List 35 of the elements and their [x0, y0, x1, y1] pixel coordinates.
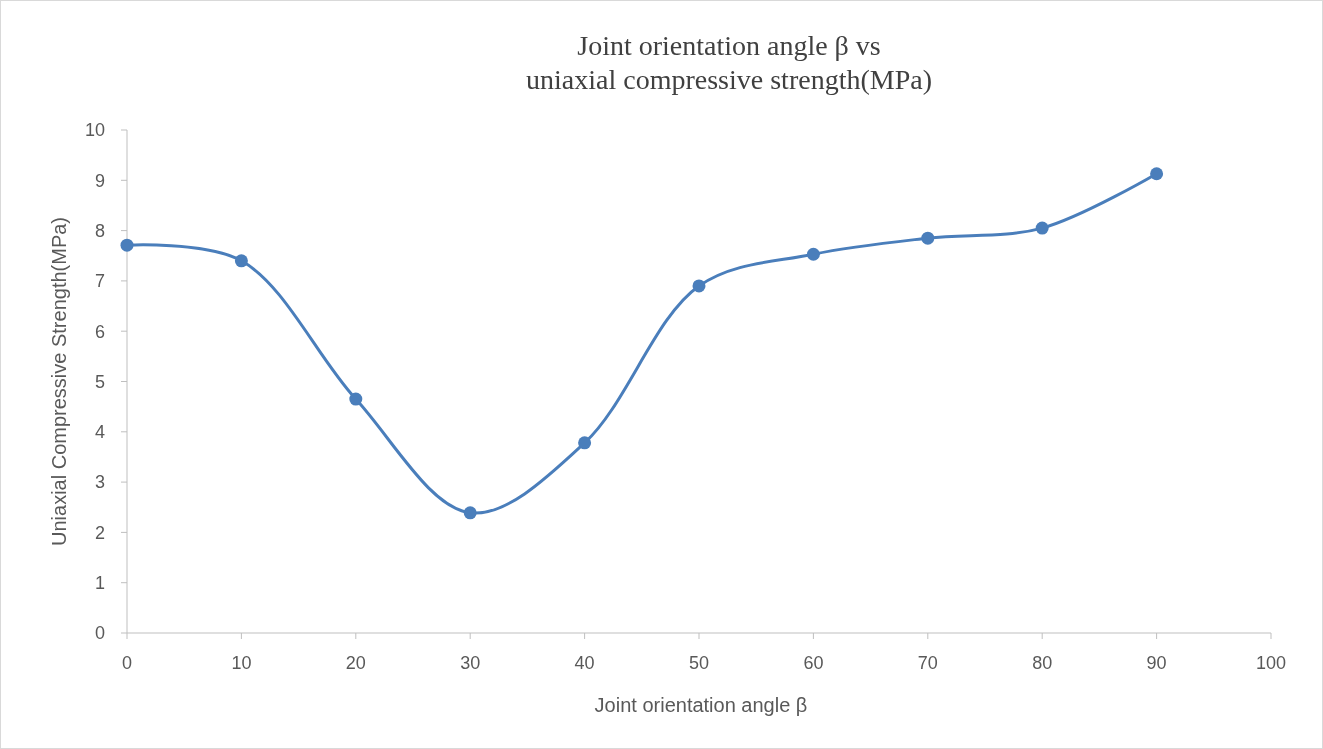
- y-tick-label: 8: [94, 220, 105, 241]
- point: [463, 506, 477, 520]
- x-tick-label: 0: [121, 653, 133, 673]
- point: [806, 247, 820, 261]
- x-tick-label: 70: [917, 653, 938, 673]
- point: [692, 279, 706, 293]
- chart-title: Joint orientation angle β vs uniaxial compressive strength(MPa): [526, 30, 932, 95]
- x-tick-label: 20: [345, 653, 366, 673]
- y-tick-label: 4: [94, 422, 105, 443]
- y-tick-label: 6: [94, 321, 105, 342]
- point: [1150, 167, 1164, 181]
- y-tick-label: 7: [94, 271, 105, 292]
- x-tick-label: 60: [803, 653, 824, 673]
- point: [921, 231, 935, 245]
- point: [578, 436, 592, 450]
- y-tick-label: 0: [94, 623, 105, 644]
- y-tick-label: 10: [84, 120, 105, 141]
- x-axis-title: Joint orientation angle β: [594, 694, 808, 716]
- x-tick-label: 80: [1032, 653, 1053, 673]
- y-tick-label: 3: [94, 472, 105, 493]
- point: [120, 238, 134, 252]
- y-tick-label: 9: [94, 170, 105, 191]
- y-tick-label: 2: [94, 522, 105, 543]
- x-tick-label: 100: [1255, 653, 1287, 673]
- x-tick-label: 90: [1146, 653, 1167, 673]
- x-tick-label: 40: [574, 653, 595, 673]
- point: [234, 254, 248, 268]
- point: [1035, 221, 1049, 235]
- point: [349, 392, 363, 406]
- x-tick-label: 10: [231, 653, 252, 673]
- x-tick-label: 50: [688, 653, 710, 673]
- y-axis-title: Uniaxial Compressive Strength(MPa): [48, 216, 70, 547]
- y-tick-label: 1: [94, 573, 105, 593]
- x-tick-label: 30: [460, 653, 481, 673]
- y-tick-label: 5: [94, 371, 105, 392]
